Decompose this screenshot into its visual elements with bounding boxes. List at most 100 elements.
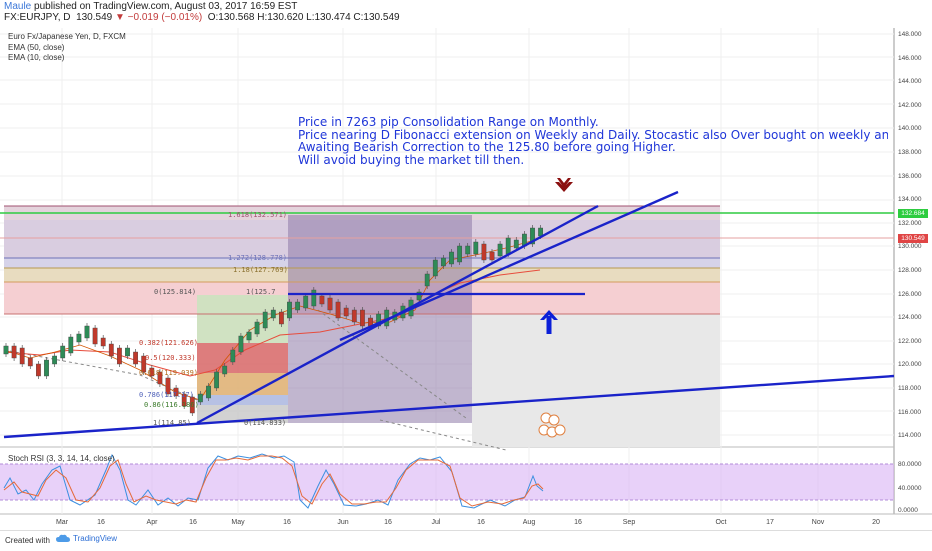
candle xyxy=(473,241,479,255)
price-axis-label: 114.000 xyxy=(898,432,922,440)
time-axis-label: May xyxy=(231,519,245,526)
fib-label-0786: 0.786(117.17) xyxy=(139,391,194,399)
price-axis-label: 136.000 xyxy=(898,172,922,180)
candle xyxy=(505,237,511,255)
time-axis-label: 16 xyxy=(477,519,485,526)
time-axis-label: 16 xyxy=(574,519,582,526)
fib-label-086: 0.86(116.186) xyxy=(144,401,199,409)
time-axis-label: 17 xyxy=(766,519,774,526)
event-icons xyxy=(538,412,566,438)
time-axis-label: 16 xyxy=(189,519,197,526)
fib-levels xyxy=(0,205,894,315)
rsi-axis-40: 40.0000 xyxy=(898,485,922,492)
candle xyxy=(360,309,365,327)
candle xyxy=(165,377,171,395)
rsi-axis-80: 80.0000 xyxy=(898,461,922,468)
note-line-2: Price nearing D Fibonacci extension on W… xyxy=(298,127,888,142)
candle xyxy=(197,393,203,403)
candle xyxy=(457,245,462,263)
candle xyxy=(116,347,122,365)
candle xyxy=(181,393,187,407)
candle xyxy=(11,345,17,359)
candle xyxy=(538,227,544,237)
ohlc-values: O:130.568 H:130.620 L:130.474 C:130.549 xyxy=(207,12,400,23)
candle xyxy=(60,345,66,359)
footer-bar: Created with TradingView xyxy=(0,530,932,551)
candle xyxy=(497,243,503,257)
symbol-label[interactable]: FX:EURJPY, D xyxy=(4,12,71,23)
time-axis-label: Oct xyxy=(715,519,727,526)
candle xyxy=(36,363,41,377)
time-axis-label: Apr xyxy=(146,519,158,526)
price-axis-label: 142.000 xyxy=(898,101,922,109)
last-price-tag: 130.549 xyxy=(898,234,928,243)
candle xyxy=(279,311,284,325)
candle xyxy=(303,295,309,309)
candle xyxy=(76,333,82,343)
fib-label-1618: 1.618(132.571) xyxy=(228,211,288,219)
price-axis-label: 138.000 xyxy=(898,149,922,156)
stoch-rsi-label[interactable]: Stoch RSI (3, 3, 14, 14, close) xyxy=(8,454,115,463)
time-axis-label: Jun xyxy=(337,519,349,526)
time-axis-label: Aug xyxy=(522,519,536,526)
analysis-note[interactable]: Price in 7263 pip Consolidation Range on… xyxy=(298,116,888,172)
dashed-channel-1 xyxy=(3,349,198,401)
projection-area xyxy=(472,310,720,447)
main-chart[interactable] xyxy=(0,0,932,530)
candle xyxy=(44,359,49,377)
candle xyxy=(84,325,90,339)
publish-line: Maule published on TradingView.com, Augu… xyxy=(4,1,297,13)
author-link[interactable]: Maule xyxy=(4,1,32,12)
fib-label-1: 1(114.85) xyxy=(153,419,191,427)
candle xyxy=(157,371,163,385)
instrument-label[interactable]: Euro Fx/Japanese Yen, D, FXCM xyxy=(8,32,126,41)
time-axis-label: 16 xyxy=(283,519,291,526)
candle xyxy=(149,367,155,377)
candle xyxy=(311,289,317,307)
candle xyxy=(254,321,260,335)
price-axis-label: 134.000 xyxy=(898,196,922,204)
candle xyxy=(270,309,276,319)
price-axis-label: 116.000 xyxy=(898,408,922,416)
fib-label-0618: 0.618(119.039) xyxy=(139,369,199,377)
candle xyxy=(343,307,349,317)
candle xyxy=(108,343,114,357)
time-axis-label: 20 xyxy=(872,519,880,526)
candle xyxy=(449,251,454,265)
ema50-label[interactable]: EMA (50, close) xyxy=(8,43,65,52)
candle xyxy=(222,365,228,375)
tradingview-brand[interactable]: TradingView xyxy=(56,534,117,543)
fib-label-118: 1.18(127.769) xyxy=(233,266,288,274)
retrace-0-zone xyxy=(197,295,288,343)
candle xyxy=(92,327,98,345)
price-axis-label: 130.000 xyxy=(898,243,922,251)
candle xyxy=(100,337,106,347)
candle xyxy=(27,357,33,367)
candle xyxy=(238,335,244,353)
chart-header: Maule published on TradingView.com, Augu… xyxy=(0,0,932,28)
candle xyxy=(295,301,300,311)
time-axis-label: Nov xyxy=(811,519,825,526)
ema10-label[interactable]: EMA (10, close) xyxy=(8,53,65,62)
candle xyxy=(327,297,333,311)
price-change: ▼ −0.019 (−0.01%) xyxy=(115,12,203,23)
candle xyxy=(125,347,130,357)
long-trend-line xyxy=(3,374,895,439)
last-price: 130.549 xyxy=(76,12,113,23)
candle xyxy=(489,251,495,261)
candle xyxy=(206,385,211,399)
price-axis-label: 132.000 xyxy=(898,219,922,227)
trend-line-b xyxy=(339,190,679,342)
candles xyxy=(3,225,544,416)
created-with-text: Created with xyxy=(5,536,50,545)
brand-label: TradingView xyxy=(73,534,118,543)
fib-label-0b: 0(114.833) xyxy=(244,419,287,427)
candle xyxy=(424,273,430,287)
cloud-icon xyxy=(56,534,70,542)
candle xyxy=(214,371,219,389)
note-line-1: Price in 7263 pip Consolidation Range on… xyxy=(298,116,599,129)
price-axis-label: 144.000 xyxy=(898,78,922,86)
candle xyxy=(530,227,535,245)
candle xyxy=(319,295,325,305)
candle xyxy=(141,355,147,373)
